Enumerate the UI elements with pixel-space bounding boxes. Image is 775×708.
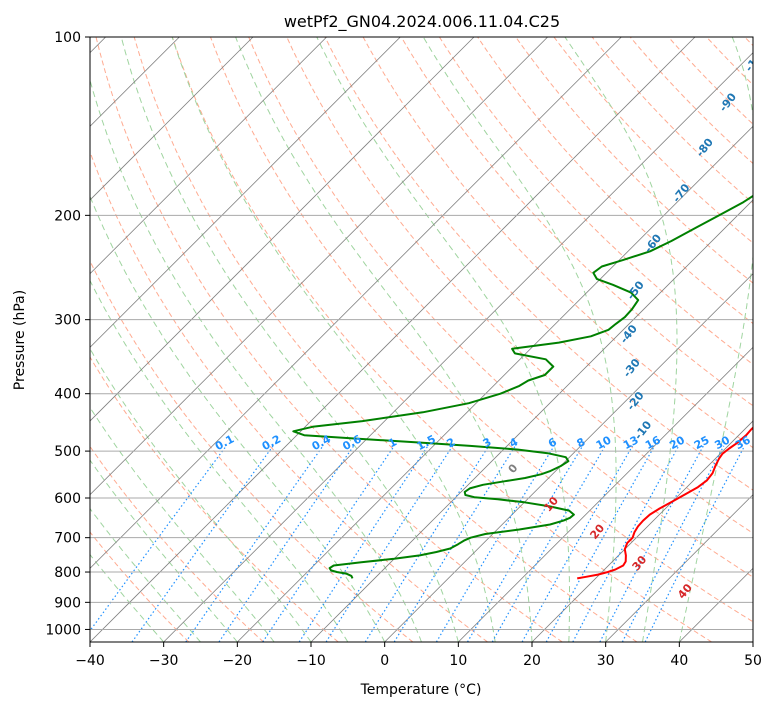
- mixing-ratio-line: [545, 445, 656, 642]
- isotherm-line: [90, 37, 548, 496]
- isotherm-line: [90, 37, 696, 642]
- isotherm-line: [531, 420, 753, 642]
- y-tick-label: 400: [54, 387, 81, 403]
- mixing-ratio-label: 10: [594, 433, 614, 452]
- y-tick-label: 800: [54, 565, 81, 581]
- dry-adiabat-line: [324, 37, 753, 491]
- mixing-ratio-line: [435, 445, 555, 642]
- axes: −40 −30 −20 −10 0 10 20 30 40 50 100 200 300 400 500 60…: [45, 30, 762, 669]
- moist-adiabat-line: [90, 553, 165, 642]
- moist-adiabat-line: [422, 37, 617, 642]
- isotherm-line: [163, 52, 753, 642]
- dry-adiabat-line: [133, 37, 638, 642]
- mixing-ratio-line: [298, 445, 429, 642]
- dry-adiabat-line: [90, 445, 264, 642]
- isotherm-line: [458, 346, 753, 642]
- mixing-ratio-lines: [90, 445, 746, 642]
- moist-adiabat-line: [90, 347, 312, 642]
- y-tick-label: 600: [54, 491, 81, 507]
- mixing-ratio-line: [185, 445, 324, 642]
- x-tick-label: 0: [380, 653, 389, 669]
- isotherm-line: [237, 125, 753, 642]
- isotherm-line: [384, 273, 753, 642]
- y-tick-label: 500: [54, 444, 81, 460]
- x-tick-label: −20: [223, 653, 253, 669]
- isotherm-line: [90, 37, 254, 201]
- mixing-ratio-line: [364, 445, 490, 642]
- dry-adiabat-line: [248, 37, 753, 578]
- mixing-ratio-line: [644, 445, 746, 642]
- dry-adiabat-line: [90, 150, 488, 642]
- x-tick-label: −10: [296, 653, 326, 669]
- moist-adiabat-line: [235, 37, 533, 642]
- x-tick-label: 30: [597, 653, 615, 669]
- x-tick-label: −30: [149, 653, 179, 669]
- plot-frame: [89, 36, 754, 643]
- y-tick-label: 100: [54, 30, 81, 46]
- dry-adiabat-line: [90, 531, 190, 642]
- y-tick-label: 900: [54, 595, 81, 611]
- y-tick-label: 1000: [45, 622, 81, 638]
- dry-adiabat-line: [90, 356, 339, 642]
- dry-adiabat-line: [210, 37, 753, 623]
- moist-adiabat-line: [564, 37, 678, 642]
- isotherm-line: [90, 37, 475, 422]
- mixing-ratio-line: [521, 445, 634, 642]
- dry-adiabat-label: -100: [743, 44, 770, 74]
- isotherm-line: [605, 494, 753, 642]
- dry-adiabat-line: [438, 37, 753, 366]
- x-tick-label: 20: [523, 653, 541, 669]
- moist-adiabat-line: [90, 279, 349, 642]
- mixing-ratio-line: [325, 445, 454, 642]
- mixing-ratio-label: 13: [621, 433, 641, 452]
- isotherm-line: [90, 37, 401, 348]
- plot-area: -100-90-80-70-60-50-40-30-20-100.10.20.4…: [90, 37, 770, 642]
- moist-adiabat-line: [120, 37, 459, 642]
- dewpoint-profile-line: [292, 194, 753, 579]
- x-tick-label: −40: [75, 653, 105, 669]
- x-tick-label: 50: [744, 653, 762, 669]
- moist-adiabat-line: [90, 459, 238, 642]
- x-tick-label: 40: [670, 653, 688, 669]
- isotherms: [90, 37, 753, 642]
- isotherm-line: [90, 37, 622, 569]
- dry-adiabat-line: [95, 37, 563, 642]
- isotherm-line: [90, 37, 327, 275]
- mixing-ratio-line: [131, 445, 274, 642]
- dry-adiabat-line: [171, 37, 712, 642]
- moist-adiabat-line: [90, 78, 422, 642]
- mixing-ratio-label: 36: [733, 433, 753, 452]
- x-tick-label: 10: [449, 653, 467, 669]
- mixing-ratio-line: [466, 445, 584, 642]
- y-tick-label: 300: [54, 313, 81, 329]
- moist-adiabat-line: [90, 195, 386, 642]
- isotherm-line: [310, 199, 753, 642]
- mixing-ratio-label: 30: [712, 433, 732, 452]
- dry-adiabat-line: [515, 37, 753, 284]
- temperature-profile-line: [577, 426, 753, 580]
- moist-adiabat-line: [90, 507, 201, 642]
- mixing-ratio-label: 16: [643, 433, 663, 452]
- x-axis-label: Temperature (°C): [360, 682, 482, 698]
- moist-adiabat-line: [171, 37, 496, 642]
- mixing-ratio-label: 20: [667, 433, 687, 452]
- chart-title: wetPf2_GN04.2024.006.11.04.C25: [284, 12, 560, 32]
- y-tick-label: 700: [54, 531, 81, 547]
- mixing-ratio-label: 25: [692, 433, 712, 452]
- y-axis-label: Pressure (hPa): [12, 290, 28, 390]
- mixing-ratio-line: [621, 445, 725, 642]
- mixing-ratio-line: [262, 445, 395, 642]
- mixing-ratio-line: [218, 445, 355, 642]
- mixing-ratio-line: [393, 445, 516, 642]
- isobars: [90, 37, 753, 630]
- y-tick-label: 200: [54, 208, 81, 224]
